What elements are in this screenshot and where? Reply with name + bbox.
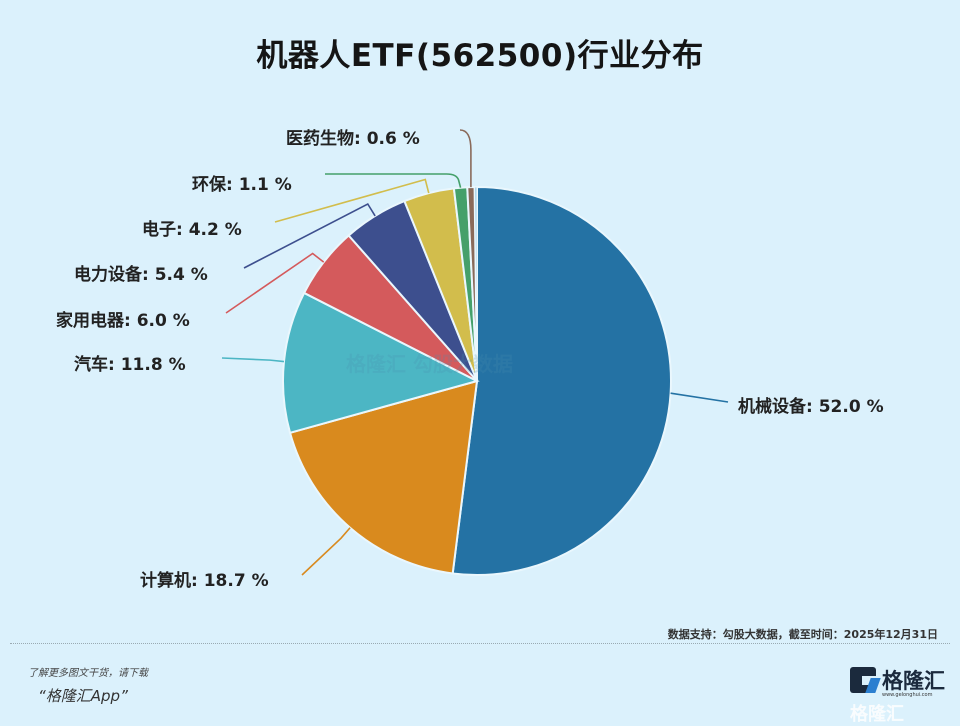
leader-line-3: [225, 252, 325, 314]
label-environmental: 环保: 1.1 %: [192, 175, 292, 195]
promo-app-name: “格隆汇App”: [38, 687, 128, 705]
pie-slice-2: [282, 291, 480, 435]
label-power-equipment: 电力设备: 5.4 %: [74, 265, 208, 285]
leader-line-7: [459, 129, 472, 188]
watermark-center: 格隆汇 勾股大数据: [346, 352, 513, 376]
pie-slices: [282, 185, 672, 576]
label-pharma: 医药生物: 0.6 %: [286, 129, 420, 149]
leader-line-5: [274, 178, 430, 223]
chart-title: 机器人ETF(562500)行业分布: [256, 38, 704, 74]
leader-line-4: [243, 202, 376, 269]
label-appliances: 家用电器: 6.0 %: [56, 311, 190, 331]
pie-slice-1: [288, 379, 479, 575]
label-electronics: 电子: 4.2 %: [142, 220, 242, 240]
brand-name: 格隆汇: [882, 669, 945, 693]
data-source-note: 数据支持：勾股大数据，截至时间：2025年12月31日: [667, 628, 938, 641]
leader-line-0: [670, 392, 729, 403]
label-auto: 汽车: 11.8 %: [74, 355, 186, 375]
brand-logo: 格隆汇 www.gelonghui.com: [850, 665, 954, 705]
label-machinery: 机械设备: 52.0 %: [738, 397, 884, 417]
footer-divider: [10, 643, 950, 644]
logo-g-icon: [850, 667, 876, 693]
leader-line-1: [301, 527, 351, 576]
leader-line-6: [325, 173, 462, 188]
leader-lines: [221, 129, 729, 576]
label-computer: 计算机: 18.7 %: [140, 571, 269, 591]
leader-line-2: [221, 357, 285, 363]
promo-text: 了解更多图文干货，请下载: [28, 668, 148, 679]
brand-url: www.gelonghui.com: [882, 692, 933, 698]
watermark-corner: 格隆汇: [850, 704, 904, 725]
pie-slice-0: [451, 185, 672, 576]
